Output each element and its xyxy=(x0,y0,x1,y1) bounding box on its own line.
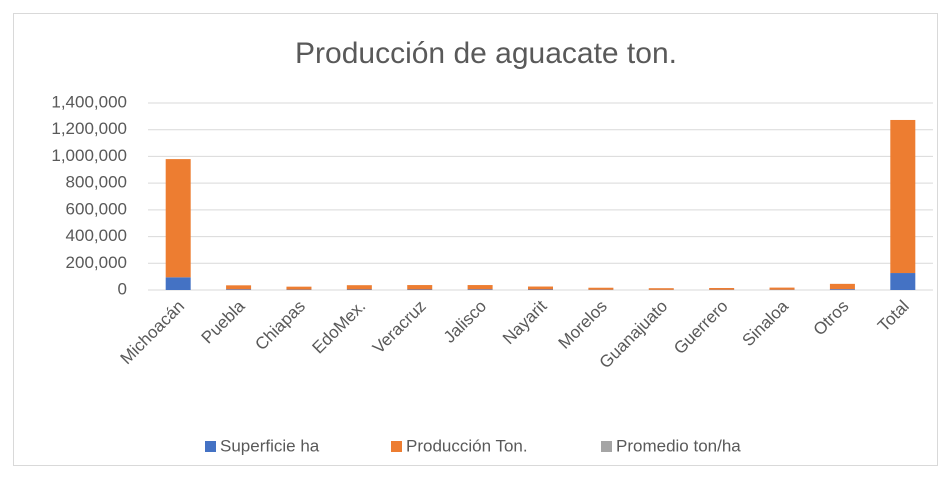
y-tick-label: 200,000 xyxy=(66,253,127,272)
chart-title: Producción de aguacate ton. xyxy=(295,37,677,70)
bar-segment xyxy=(769,287,795,290)
legend-label: Promedio ton/ha xyxy=(616,436,741,455)
bar-segment xyxy=(407,285,433,290)
bar-segment xyxy=(528,286,553,290)
bar-segment xyxy=(829,283,855,290)
y-tick-label: 600,000 xyxy=(66,199,127,218)
bar-segment xyxy=(709,287,735,290)
y-tick-label: 0 xyxy=(118,279,127,298)
bar-segment xyxy=(346,289,372,290)
bar-segment xyxy=(226,289,252,290)
legend-label: Superficie ha xyxy=(220,436,320,455)
legend-swatch xyxy=(601,441,612,452)
bar-segment xyxy=(165,159,191,278)
bar-segment xyxy=(467,289,493,290)
bar-segment xyxy=(890,119,916,274)
bar-segment xyxy=(226,285,252,290)
bar-segment xyxy=(648,288,674,290)
bar-segment xyxy=(467,285,493,290)
legend-label: Producción Ton. xyxy=(406,436,528,455)
bar-segment xyxy=(165,277,191,290)
bar-segment xyxy=(528,289,553,290)
bar-segment xyxy=(346,285,372,290)
legend-swatch xyxy=(391,441,402,452)
y-tick-label: 800,000 xyxy=(66,173,127,192)
bar-segment xyxy=(286,286,312,290)
y-tick-label: 1,400,000 xyxy=(51,92,127,111)
y-tick-label: 400,000 xyxy=(66,226,127,245)
y-tick-label: 1,200,000 xyxy=(51,119,127,138)
bar-segment xyxy=(829,289,855,290)
y-tick-label: 1,000,000 xyxy=(51,146,127,165)
bar-segment xyxy=(588,287,614,290)
chart-frame xyxy=(13,13,938,466)
bar-segment xyxy=(890,273,916,290)
legend-swatch xyxy=(205,441,216,452)
bar-segment xyxy=(407,289,433,290)
